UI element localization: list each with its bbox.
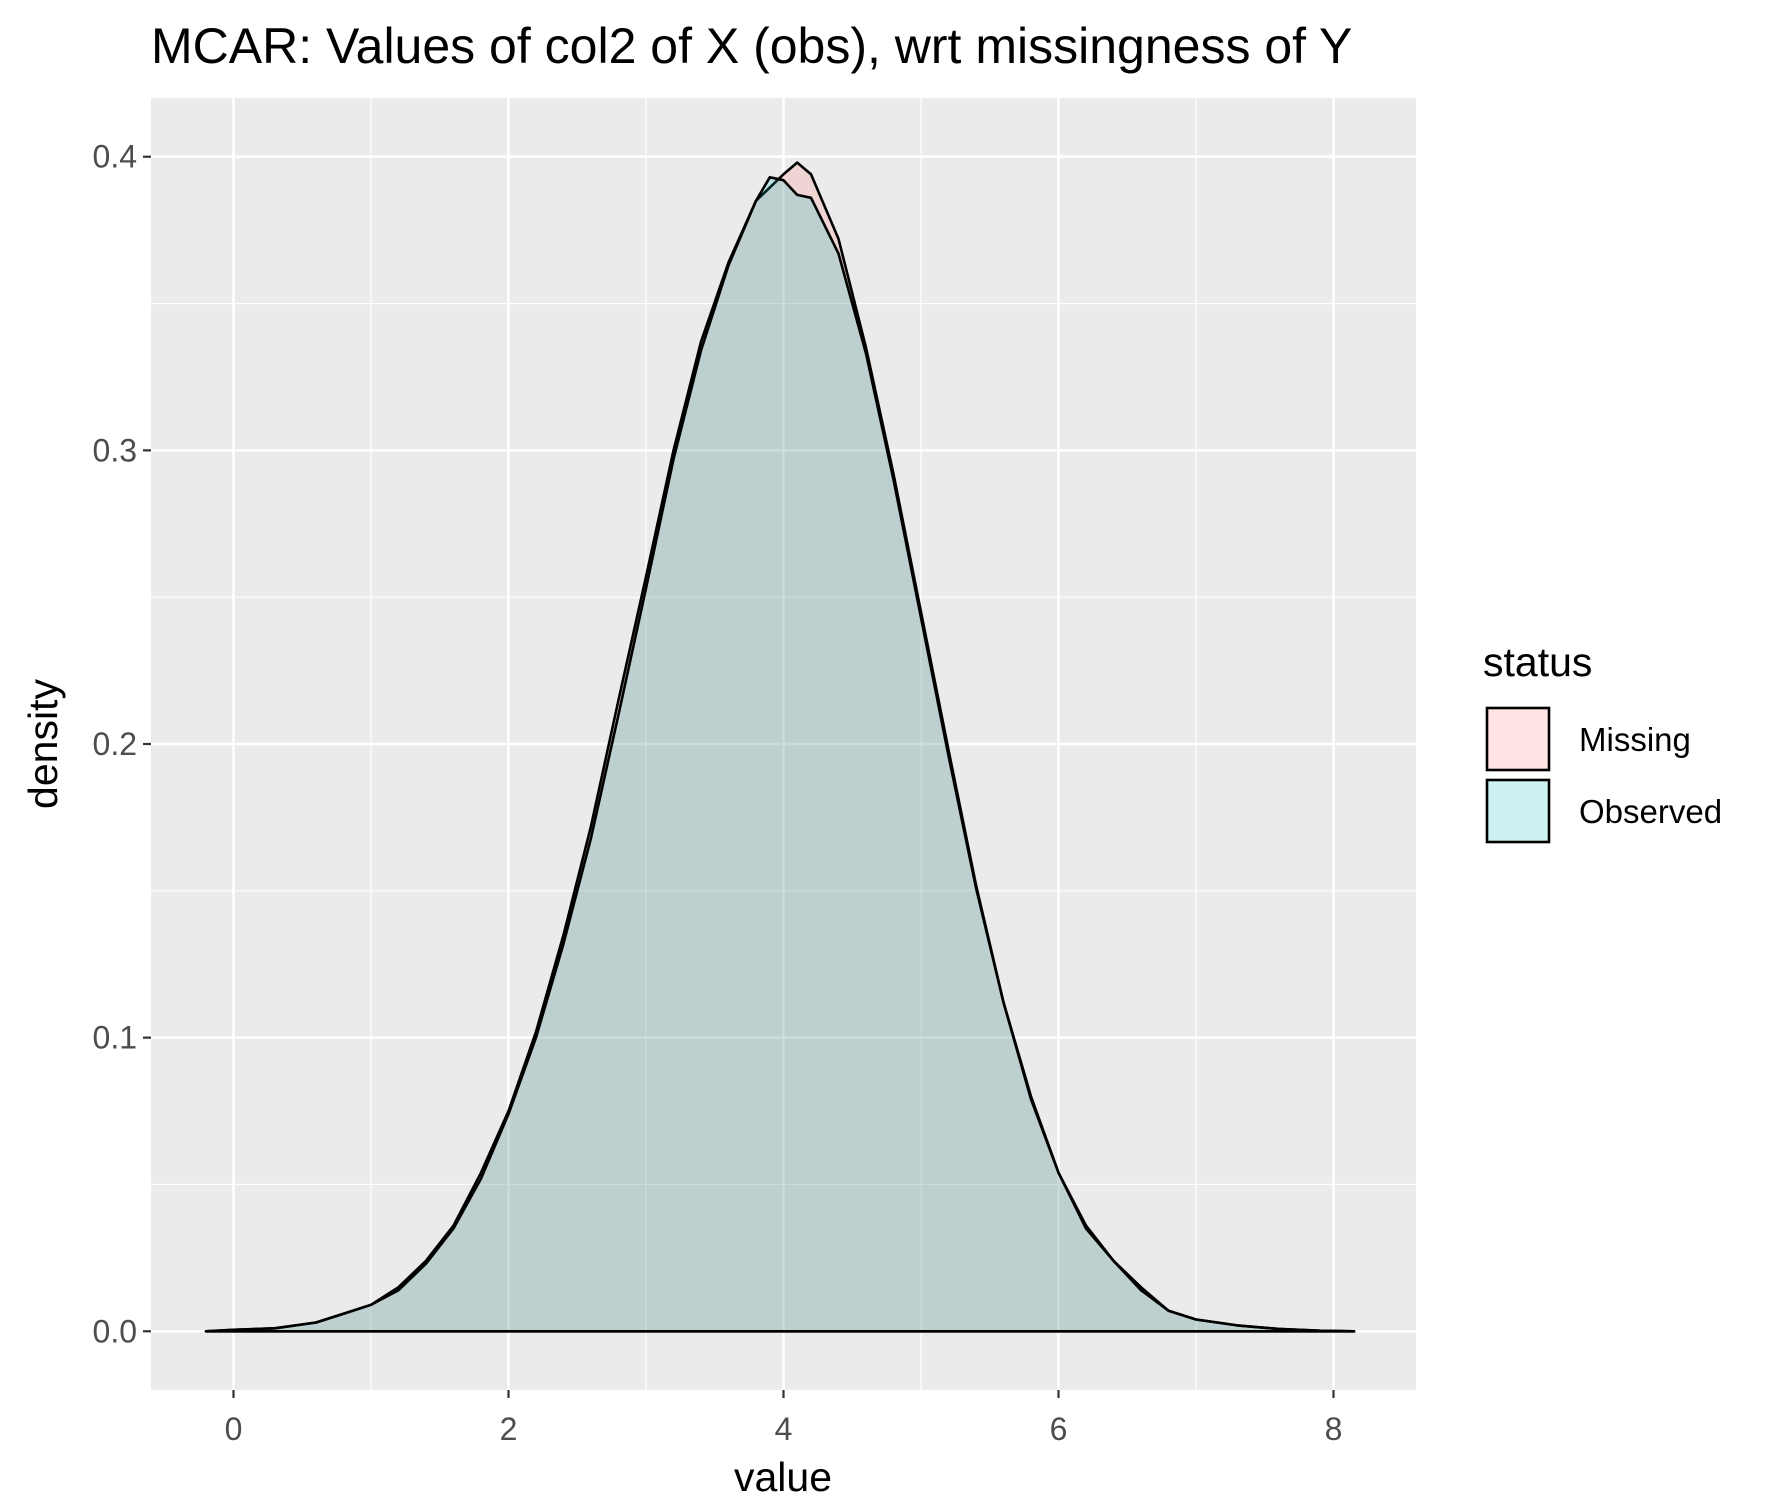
y-axis: 0.0 0.1 0.2 0.3 0.4: [93, 139, 151, 1349]
density-areas: [204, 161, 1356, 1333]
y-tick-label: 0.2: [93, 726, 137, 762]
y-tick-label: 0.0: [93, 1313, 137, 1349]
y-tick-label: 0.4: [93, 139, 137, 175]
y-tick-label: 0.3: [93, 432, 137, 468]
y-axis-title: density: [20, 679, 66, 809]
x-axis-title: value: [734, 1454, 832, 1500]
y-tick-label: 0.1: [93, 1020, 137, 1056]
x-tick-label: 4: [775, 1411, 793, 1447]
x-tick-label: 6: [1050, 1411, 1068, 1447]
x-tick-label: 8: [1325, 1411, 1343, 1447]
density-area-missing: [204, 161, 1356, 1333]
x-tick-label: 2: [500, 1411, 518, 1447]
legend-label-observed: Observed: [1579, 793, 1722, 830]
x-tick-label: 0: [225, 1411, 243, 1447]
legend-key-missing: [1485, 706, 1551, 772]
legend-key-bg: [1485, 778, 1551, 844]
legend: status Missing Observed: [1483, 639, 1722, 844]
legend-label-missing: Missing: [1579, 721, 1691, 758]
legend-title: status: [1483, 639, 1592, 685]
legend-key-bg: [1485, 706, 1551, 772]
chart-title: MCAR: Values of col2 of X (obs), wrt mis…: [151, 18, 1352, 74]
x-axis: 0 2 4 6 8: [225, 1390, 1343, 1447]
density-area-observed: [204, 176, 1356, 1333]
legend-key-observed: [1485, 778, 1551, 844]
